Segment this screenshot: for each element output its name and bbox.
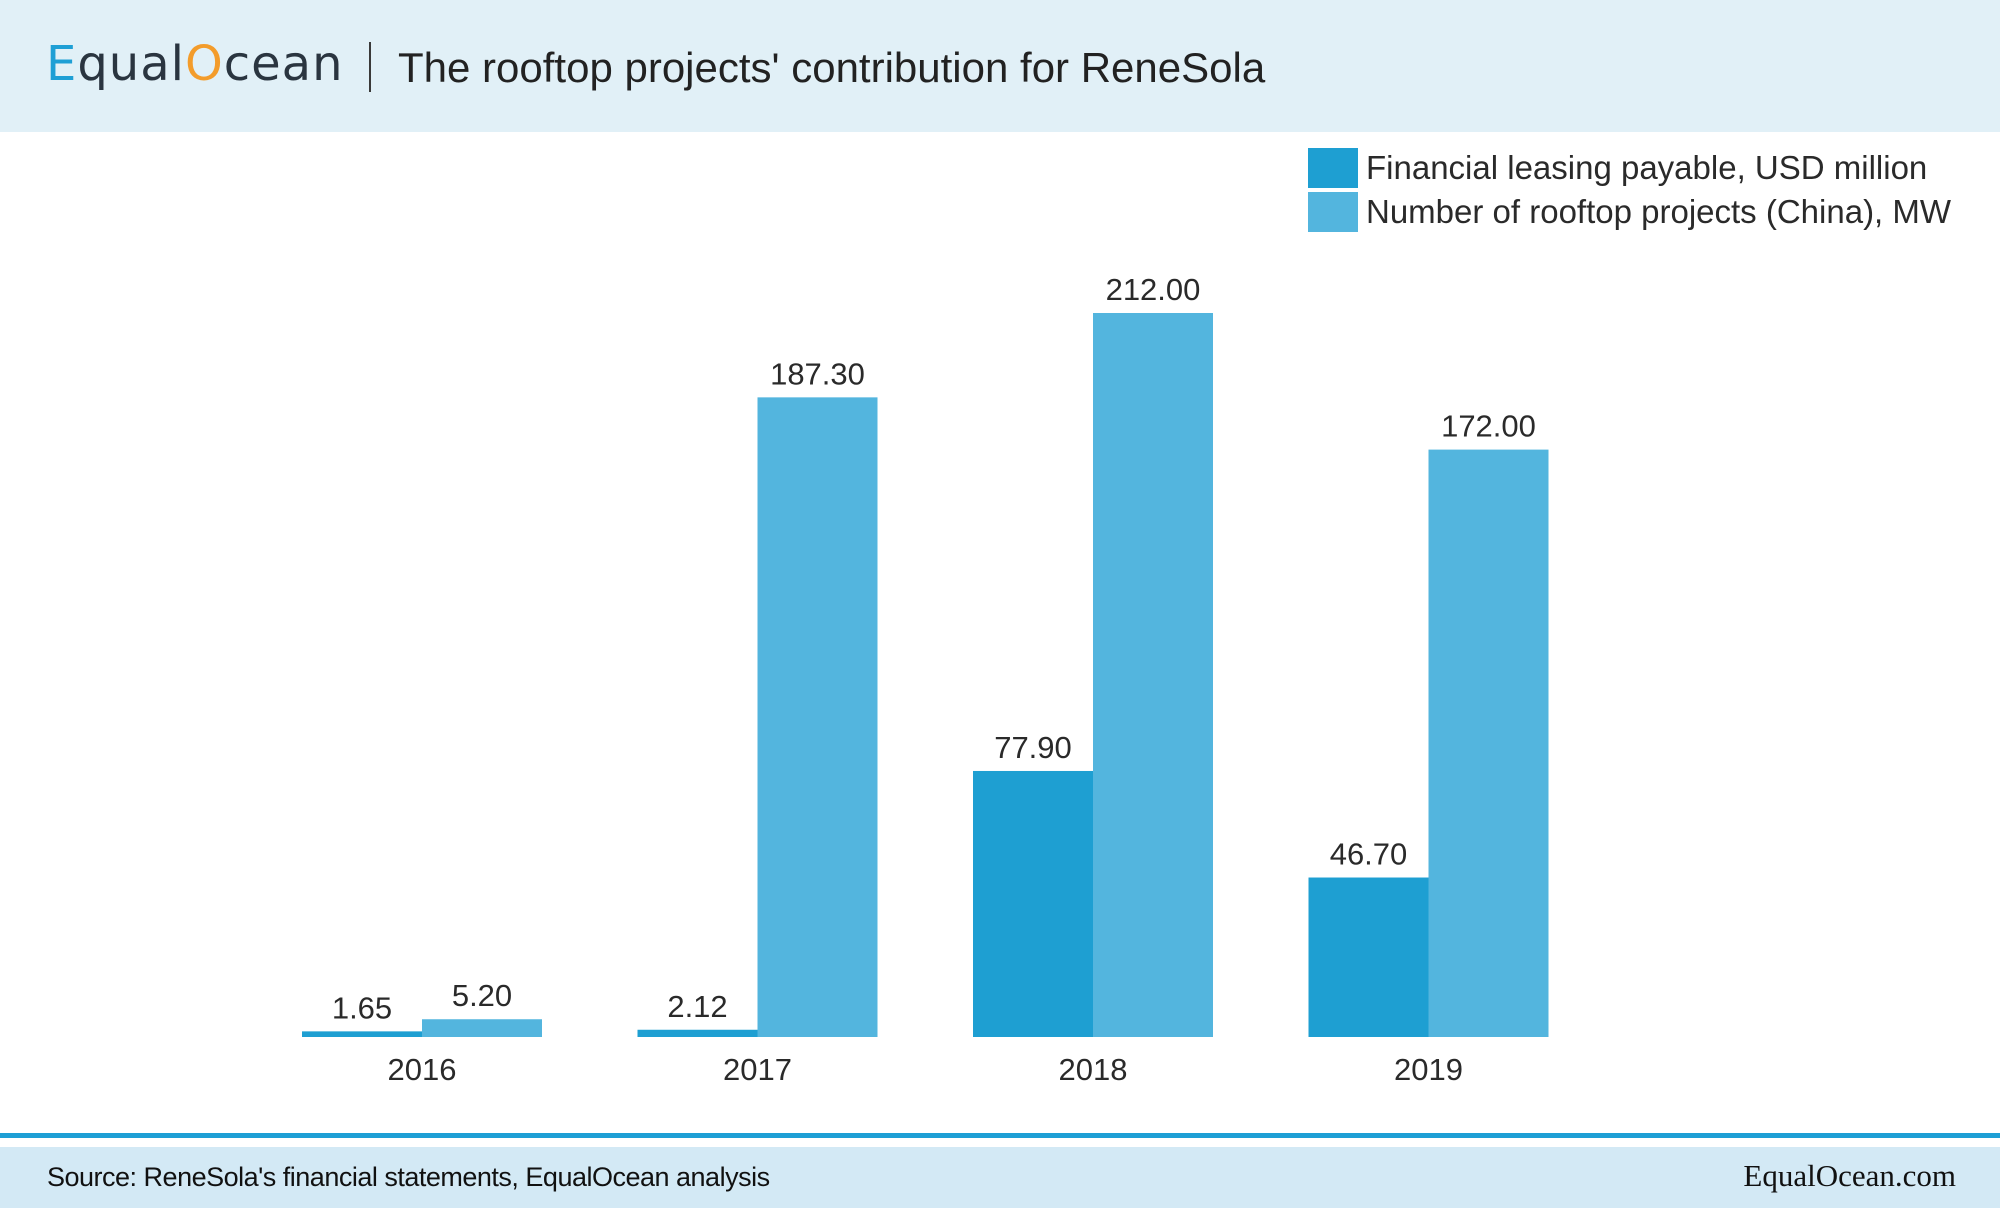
logo-e-mark-icon: E	[46, 36, 78, 92]
header-divider	[369, 42, 371, 92]
data-label-financial-leasing-2017: 2.12	[667, 989, 727, 1024]
bar-financial-leasing-2018	[973, 770, 1093, 1037]
x-tick-label-2017: 2017	[723, 1052, 792, 1087]
x-tick-label-2019: 2019	[1394, 1052, 1463, 1087]
footer-rule	[0, 1133, 2000, 1138]
footer-band: Source: ReneSola's financial statements,…	[0, 1147, 2000, 1208]
data-label-rooftop-projects-2018: 212.00	[1106, 272, 1201, 307]
data-label-financial-leasing-2016: 1.65	[332, 990, 392, 1025]
chart-legend: Financial leasing payable, USD million N…	[1308, 146, 1951, 234]
x-tick-label-2016: 2016	[388, 1052, 457, 1087]
data-label-rooftop-projects-2017: 187.30	[770, 356, 865, 391]
bar-rooftop-projects-2016	[422, 1019, 542, 1037]
data-label-financial-leasing-2018: 77.90	[994, 730, 1072, 765]
legend-item-rooftop-projects: Number of rooftop projects (China), MW	[1308, 190, 1951, 234]
data-label-financial-leasing-2019: 46.70	[1330, 837, 1408, 872]
legend-label-rooftop-projects: Number of rooftop projects (China), MW	[1366, 193, 1952, 230]
bar-rooftop-projects-2017	[757, 397, 878, 1037]
source-note: Source: ReneSola's financial statements,…	[47, 1162, 770, 1192]
legend-item-financial-leasing: Financial leasing payable, USD million	[1308, 146, 1951, 190]
data-label-rooftop-projects-2019: 172.00	[1441, 409, 1536, 444]
footer-brand: EqualOcean.com	[1743, 1158, 1956, 1193]
data-label-rooftop-projects-2016: 5.20	[452, 978, 512, 1013]
bar-financial-leasing-2016	[302, 1031, 422, 1037]
legend-swatch-financial-leasing	[1308, 148, 1358, 188]
header-band: EqualOcean The rooftop projects' contrib…	[0, 0, 2000, 132]
logo-o-mark-icon: O	[184, 36, 224, 92]
bar-rooftop-projects-2018	[1093, 313, 1213, 1037]
logo-text-ocean-rest: cean	[223, 36, 344, 92]
legend-label-financial-leasing: Financial leasing payable, USD million	[1366, 149, 1928, 186]
bar-financial-leasing-2017	[637, 1029, 758, 1037]
x-tick-label-2018: 2018	[1059, 1052, 1128, 1087]
bar-rooftop-projects-2019	[1428, 449, 1549, 1037]
equalocean-logo: EqualOcean	[46, 34, 344, 94]
logo-text-equal-rest: qual	[77, 36, 185, 92]
legend-swatch-rooftop-projects	[1308, 192, 1358, 232]
bar-financial-leasing-2019	[1308, 877, 1429, 1037]
chart-title: The rooftop projects' contribution for R…	[398, 44, 1266, 91]
